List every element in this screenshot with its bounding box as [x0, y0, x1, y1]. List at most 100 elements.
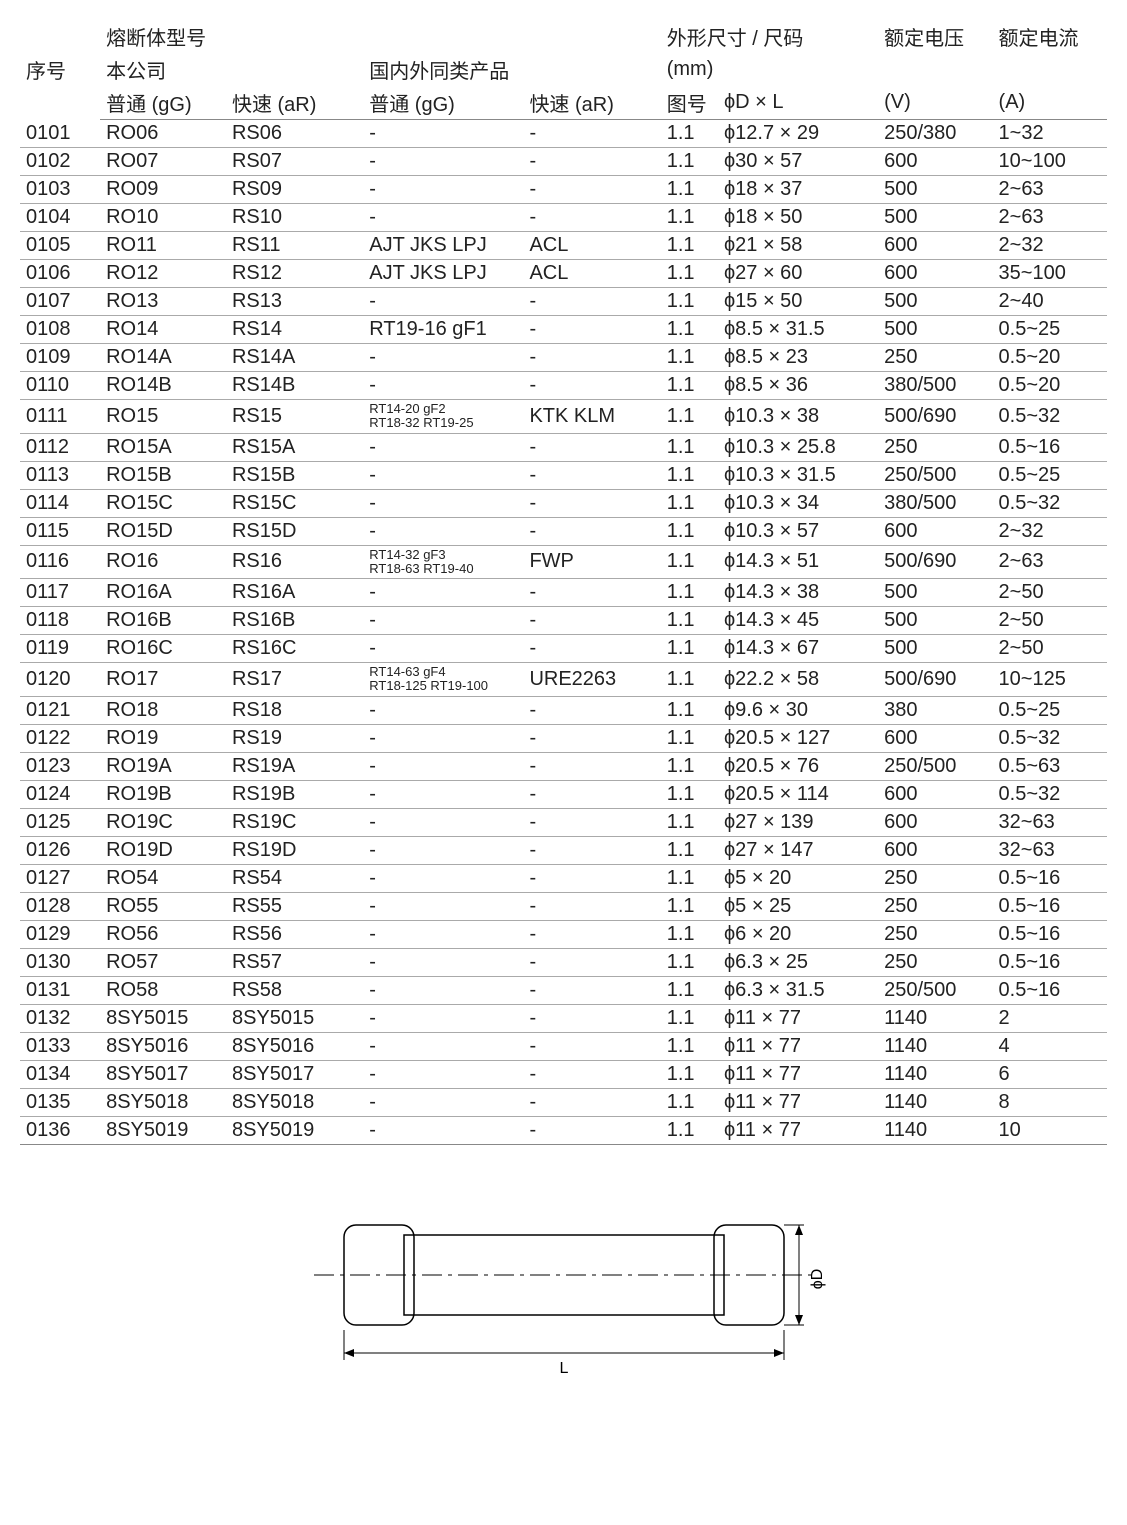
- cell-a: 35~100: [993, 260, 1107, 288]
- cell-dim: ϕ12.7 × 29: [718, 120, 878, 148]
- table-row: 0118RO16BRS16B--1.1ϕ14.3 × 455002~50: [20, 607, 1107, 635]
- cell-dgg: -: [363, 489, 523, 517]
- cell-v: 250: [878, 344, 992, 372]
- cell-ar: RS16: [226, 545, 363, 579]
- cell-dim: ϕ15 × 50: [718, 288, 878, 316]
- cell-a: 0.5~16: [993, 976, 1107, 1004]
- cell-v: 600: [878, 148, 992, 176]
- cell-fig: 1.1: [661, 724, 718, 752]
- table-row: 0111RO15RS15RT14-20 gF2 RT18-32 RT19-25K…: [20, 400, 1107, 434]
- table-row: 0122RO19RS19--1.1ϕ20.5 × 1276000.5~32: [20, 724, 1107, 752]
- cell-v: 500/690: [878, 400, 992, 434]
- cell-gg: RO16C: [100, 635, 226, 663]
- table-row: 0110RO14BRS14B--1.1ϕ8.5 × 36380/5000.5~2…: [20, 372, 1107, 400]
- cell-dim: ϕ10.3 × 25.8: [718, 433, 878, 461]
- cell-v: 600: [878, 232, 992, 260]
- cell-a: 6: [993, 1060, 1107, 1088]
- cell-dim: ϕ11 × 77: [718, 1004, 878, 1032]
- cell-dgg: -: [363, 148, 523, 176]
- cell-v: 600: [878, 836, 992, 864]
- cell-gg: RO14: [100, 316, 226, 344]
- cell-v: 1140: [878, 1032, 992, 1060]
- cell-dgg: -: [363, 1032, 523, 1060]
- cell-dim: ϕ5 × 20: [718, 864, 878, 892]
- cell-dar: -: [523, 204, 660, 232]
- cell-ar: RS16C: [226, 635, 363, 663]
- cell-fig: 1.1: [661, 316, 718, 344]
- cell-dgg: -: [363, 1116, 523, 1144]
- cell-dgg: -: [363, 836, 523, 864]
- cell-ar: RS14B: [226, 372, 363, 400]
- cell-gg: RO19A: [100, 752, 226, 780]
- cell-a: 2~50: [993, 607, 1107, 635]
- cell-a: 10: [993, 1116, 1107, 1144]
- cell-a: 0.5~32: [993, 489, 1107, 517]
- cell-gg: RO19: [100, 724, 226, 752]
- cell-ar: RS19: [226, 724, 363, 752]
- cell-dgg: -: [363, 204, 523, 232]
- cell-dgg: -: [363, 176, 523, 204]
- cell-seq: 0113: [20, 461, 100, 489]
- cell-v: 600: [878, 808, 992, 836]
- cell-dgg: -: [363, 780, 523, 808]
- cell-seq: 0112: [20, 433, 100, 461]
- cell-dim: ϕ8.5 × 23: [718, 344, 878, 372]
- cell-seq: 0105: [20, 232, 100, 260]
- cell-dim: ϕ11 × 77: [718, 1060, 878, 1088]
- cell-fig: 1.1: [661, 489, 718, 517]
- cell-dgg: -: [363, 579, 523, 607]
- cell-ar: 8SY5015: [226, 1004, 363, 1032]
- cell-dgg: -: [363, 607, 523, 635]
- cell-dar: -: [523, 1060, 660, 1088]
- cell-dim: ϕ6.3 × 25: [718, 948, 878, 976]
- cell-dim: ϕ5 × 25: [718, 892, 878, 920]
- cell-seq: 0128: [20, 892, 100, 920]
- cell-v: 500/690: [878, 663, 992, 697]
- cell-ar: 8SY5019: [226, 1116, 363, 1144]
- table-row: 0102RO07RS07--1.1ϕ30 × 5760010~100: [20, 148, 1107, 176]
- cell-a: 0.5~32: [993, 400, 1107, 434]
- table-row: 01358SY50188SY5018--1.1ϕ11 × 7711408: [20, 1088, 1107, 1116]
- table-row: 0115RO15DRS15D--1.1ϕ10.3 × 576002~32: [20, 517, 1107, 545]
- cell-seq: 0120: [20, 663, 100, 697]
- cell-seq: 0132: [20, 1004, 100, 1032]
- header-mm: (mm): [661, 53, 878, 86]
- cell-a: 2~63: [993, 204, 1107, 232]
- cell-fig: 1.1: [661, 260, 718, 288]
- cell-gg: RO14A: [100, 344, 226, 372]
- header-aunit: (A): [993, 86, 1107, 120]
- cell-fig: 1.1: [661, 663, 718, 697]
- cell-seq: 0131: [20, 976, 100, 1004]
- cell-dar: -: [523, 1032, 660, 1060]
- cell-gg: RO18: [100, 696, 226, 724]
- cell-v: 250/380: [878, 120, 992, 148]
- cell-dar: KTK KLM: [523, 400, 660, 434]
- cell-dar: -: [523, 1088, 660, 1116]
- cell-a: 10~125: [993, 663, 1107, 697]
- cell-gg: RO11: [100, 232, 226, 260]
- cell-fig: 1.1: [661, 1116, 718, 1144]
- cell-ar: RS16B: [226, 607, 363, 635]
- cell-seq: 0102: [20, 148, 100, 176]
- cell-gg: RO07: [100, 148, 226, 176]
- cell-v: 500: [878, 316, 992, 344]
- cell-a: 0.5~25: [993, 696, 1107, 724]
- cell-fig: 1.1: [661, 920, 718, 948]
- cell-seq: 0126: [20, 836, 100, 864]
- table-row: 01328SY50158SY5015--1.1ϕ11 × 7711402: [20, 1004, 1107, 1032]
- table-row: 0126RO19DRS19D--1.1ϕ27 × 14760032~63: [20, 836, 1107, 864]
- cell-a: 2~50: [993, 635, 1107, 663]
- cell-ar: RS19A: [226, 752, 363, 780]
- cell-seq: 0129: [20, 920, 100, 948]
- cell-dim: ϕ18 × 37: [718, 176, 878, 204]
- cell-gg: RO14B: [100, 372, 226, 400]
- cell-ar: RS55: [226, 892, 363, 920]
- table-row: 0113RO15BRS15B--1.1ϕ10.3 × 31.5250/5000.…: [20, 461, 1107, 489]
- cell-dim: ϕ11 × 77: [718, 1032, 878, 1060]
- cell-fig: 1.1: [661, 176, 718, 204]
- cell-ar: RS13: [226, 288, 363, 316]
- table-row: 0106RO12RS12AJT JKS LPJACL1.1ϕ27 × 60600…: [20, 260, 1107, 288]
- cell-fig: 1.1: [661, 204, 718, 232]
- table-row: 0116RO16RS16RT14-32 gF3 RT18-63 RT19-40F…: [20, 545, 1107, 579]
- header-empty: [993, 53, 1107, 86]
